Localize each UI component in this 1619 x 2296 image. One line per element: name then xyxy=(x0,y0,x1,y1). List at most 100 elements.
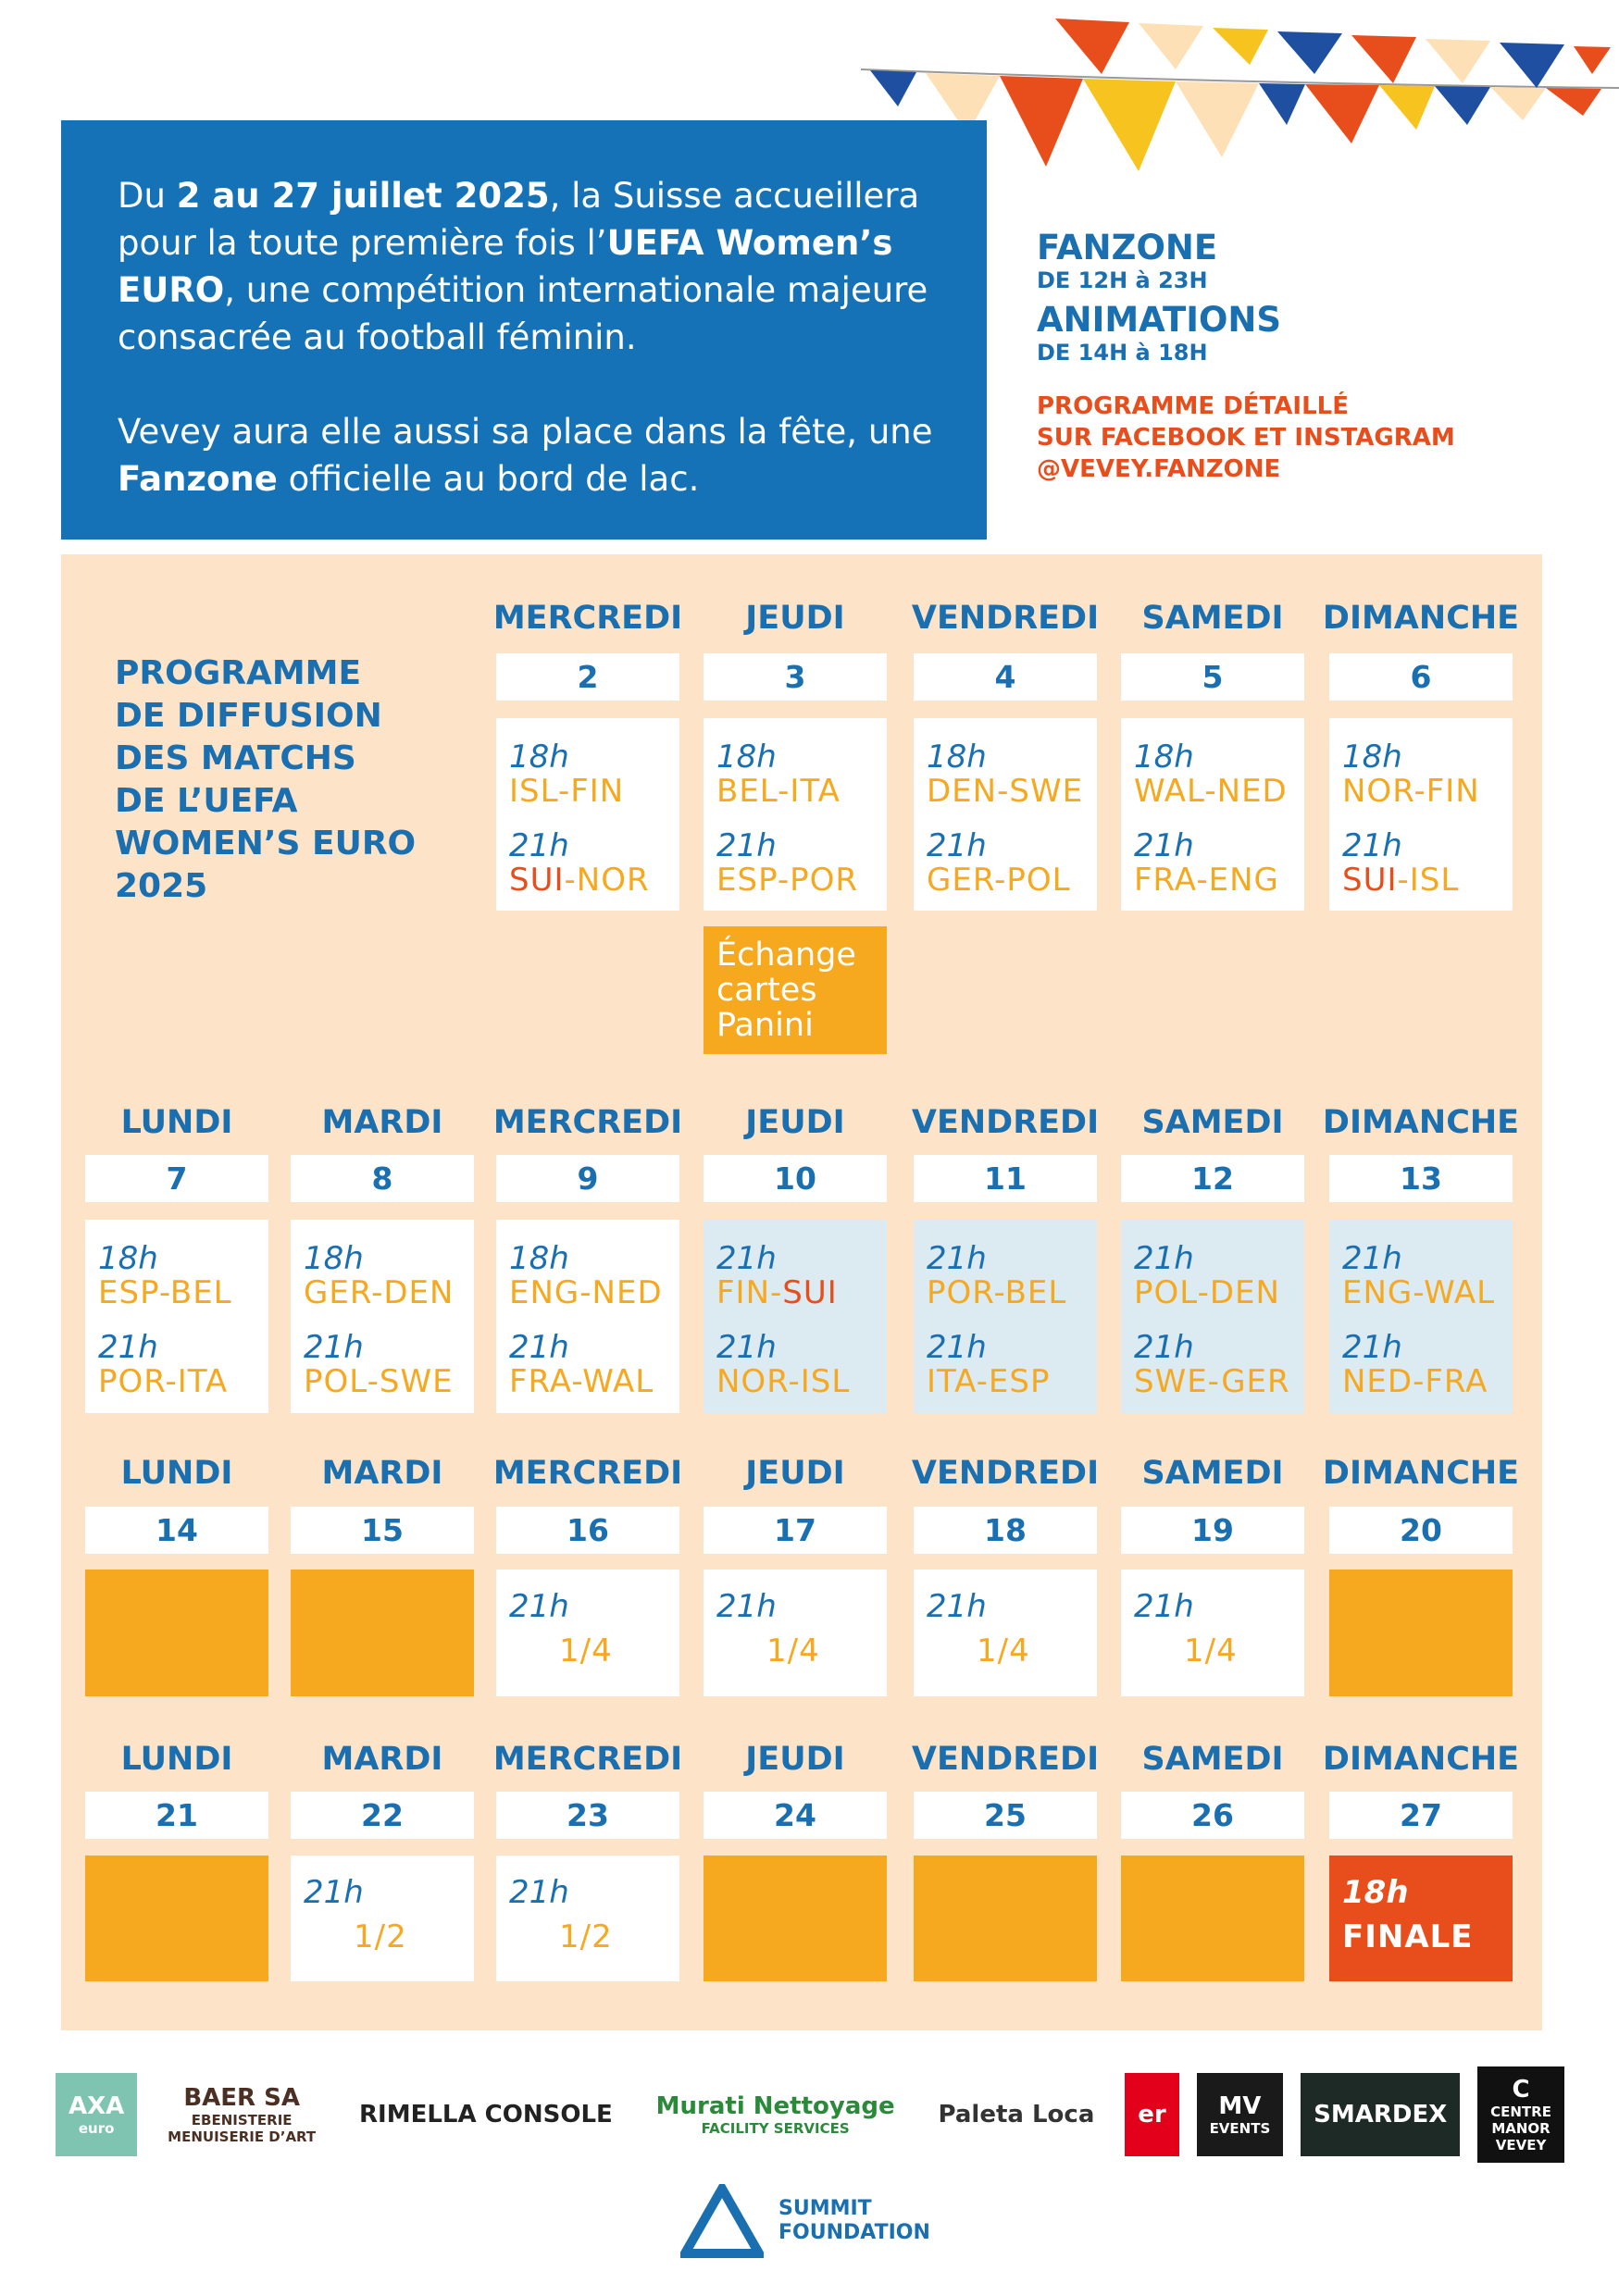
date: 20 xyxy=(1329,1507,1513,1554)
weekday: MARDI xyxy=(321,1104,443,1141)
date: 17 xyxy=(704,1507,887,1554)
sponsor-text: er xyxy=(1138,2101,1166,2128)
match-time: 21h xyxy=(716,1329,777,1366)
sponsor-text: Paleta Loca xyxy=(938,2101,1095,2128)
weekday: SAMEDI xyxy=(1141,600,1284,637)
date: 7 xyxy=(85,1155,268,1202)
day-box xyxy=(1329,1570,1513,1696)
programme-line: PROGRAMME DÉTAILLÉ xyxy=(1037,392,1349,420)
weekday: DIMANCHE xyxy=(1322,600,1520,637)
weekday: JEUDI xyxy=(745,1104,845,1141)
date: 8 xyxy=(291,1155,474,1202)
sponsor-logo: C CENTRE MANOR VEVEY xyxy=(1477,2066,1564,2163)
day-box xyxy=(291,1570,474,1696)
weekday: LUNDI xyxy=(120,1455,233,1492)
intro-paragraph: Vevey aura elle aussi sa place dans la f… xyxy=(118,408,950,503)
sponsor-text: VEVEY xyxy=(1495,2137,1547,2153)
weekday: JEUDI xyxy=(745,1741,845,1778)
match-time: 21h xyxy=(98,1329,158,1366)
sponsor-text: MANOR xyxy=(1491,2120,1551,2137)
date: 14 xyxy=(85,1507,268,1554)
weekday: MERCREDI xyxy=(492,600,683,637)
day-box: 18h WAL-NED 21h FRA-ENG xyxy=(1121,718,1304,911)
match-time: 21h xyxy=(927,827,987,864)
date: 25 xyxy=(914,1792,1097,1839)
sponsor-logo: MV EVENTS xyxy=(1196,2073,1284,2156)
match: GER-DEN xyxy=(304,1274,455,1311)
day-box: 18h GER-DEN 21h POL-SWE xyxy=(291,1220,474,1413)
date: 22 xyxy=(291,1792,474,1839)
animations: ANIMATIONS xyxy=(1037,300,1282,340)
match-time: 21h xyxy=(1342,1240,1402,1277)
match: NED-FRA xyxy=(1342,1363,1488,1400)
match: 1/2 xyxy=(559,1918,613,1955)
day-box: 21h 1/4 xyxy=(496,1570,679,1696)
match-time: 18h xyxy=(1342,738,1402,776)
match: WAL-NED xyxy=(1134,773,1288,810)
match-time: 21h xyxy=(1134,827,1194,864)
match: 1/4 xyxy=(766,1632,820,1669)
date: 6 xyxy=(1329,653,1513,701)
day-box: 21h 1/4 xyxy=(914,1570,1097,1696)
recycle-icon xyxy=(680,2184,764,2258)
match: ESP-BEL xyxy=(98,1274,232,1311)
match-time: 21h xyxy=(304,1874,364,1911)
sponsor-text: Murati Nettoyage xyxy=(655,2092,895,2120)
match-time: 18h xyxy=(509,738,569,776)
match: FRA-ENG xyxy=(1134,862,1279,899)
highlight-team: SUI xyxy=(509,862,565,899)
match: ESP-POR xyxy=(716,862,858,899)
intro-text: UEFA Women’s EURO xyxy=(118,223,893,310)
day-box: 21h 1/2 xyxy=(291,1855,474,1981)
match: SWE-GER xyxy=(1134,1363,1290,1400)
note: Échange cartes Panini xyxy=(704,926,887,1054)
day-box: 18h NOR-FIN 21h SUI-ISL xyxy=(1329,718,1513,911)
match: FIN-SUI xyxy=(716,1274,838,1311)
match-time: 21h xyxy=(1342,1329,1402,1366)
sponsor-text: AXA xyxy=(68,2092,125,2120)
animations-hours: DE 14H à 18H xyxy=(1037,340,1208,366)
weekday: VENDREDI xyxy=(911,600,1100,637)
match: POR-BEL xyxy=(927,1274,1067,1311)
sponsor-text: FACILITY SERVICES xyxy=(701,2120,850,2137)
sponsor-text: euro xyxy=(78,2120,115,2137)
match-time: 21h xyxy=(927,1329,987,1366)
weekday: JEUDI xyxy=(745,1455,845,1492)
note-line: Panini xyxy=(716,1007,814,1044)
date: 15 xyxy=(291,1507,474,1554)
sponsor-text: EBENISTERIE xyxy=(191,2112,293,2128)
intro-text: 2 au 27 juillet 2025 xyxy=(176,176,550,216)
weekday: DIMANCHE xyxy=(1322,1741,1520,1778)
weekday: MARDI xyxy=(321,1455,443,1492)
match-time: 21h xyxy=(509,1588,569,1625)
match-time: 21h xyxy=(304,1329,364,1366)
weekday: VENDREDI xyxy=(911,1741,1100,1778)
date: 16 xyxy=(496,1507,679,1554)
weekday: SAMEDI xyxy=(1141,1104,1284,1141)
match: ISL-FIN xyxy=(509,773,625,810)
weekday: SAMEDI xyxy=(1141,1741,1284,1778)
match: FRA-WAL xyxy=(509,1363,654,1400)
intro-text: Vevey aura elle aussi sa place dans la f… xyxy=(118,412,933,452)
date: 10 xyxy=(704,1155,887,1202)
match-time: 21h xyxy=(509,827,569,864)
programme-info: PROGRAMME DÉTAILLÉ SUR FACEBOOK ET INSTAG… xyxy=(1037,391,1455,485)
match-time: 18h xyxy=(716,738,777,776)
weekday: DIMANCHE xyxy=(1322,1104,1520,1141)
summit-text: SUMMIT FOUNDATION xyxy=(778,2197,930,2245)
sponsor-logo: Paleta Loca xyxy=(925,2073,1108,2156)
day-box: 18h ENG-NED 21h FRA-WAL xyxy=(496,1220,679,1413)
sponsors: AXA euro BAER SA EBENISTERIE MENUISERIE D’AR… xyxy=(56,2045,1564,2184)
day-box: 21h POR-BEL 21h ITA-ESP xyxy=(914,1220,1097,1413)
weekday: LUNDI xyxy=(120,1741,233,1778)
match-time: 18h xyxy=(304,1240,364,1277)
fanzone: FANZONE xyxy=(1037,228,1218,267)
summit-foundation: SUMMIT FOUNDATION xyxy=(680,2184,930,2258)
sponsor-text: EVENTS xyxy=(1209,2120,1271,2137)
match: DEN-SWE xyxy=(927,773,1084,810)
weekday: VENDREDI xyxy=(911,1104,1100,1141)
programme-line: SUR FACEBOOK ET INSTAGRAM xyxy=(1037,424,1455,452)
sponsor-logo: RIMELLA CONSOLE xyxy=(346,2073,626,2156)
day-box: 21h FIN-SUI 21h NOR-ISL xyxy=(704,1220,887,1413)
